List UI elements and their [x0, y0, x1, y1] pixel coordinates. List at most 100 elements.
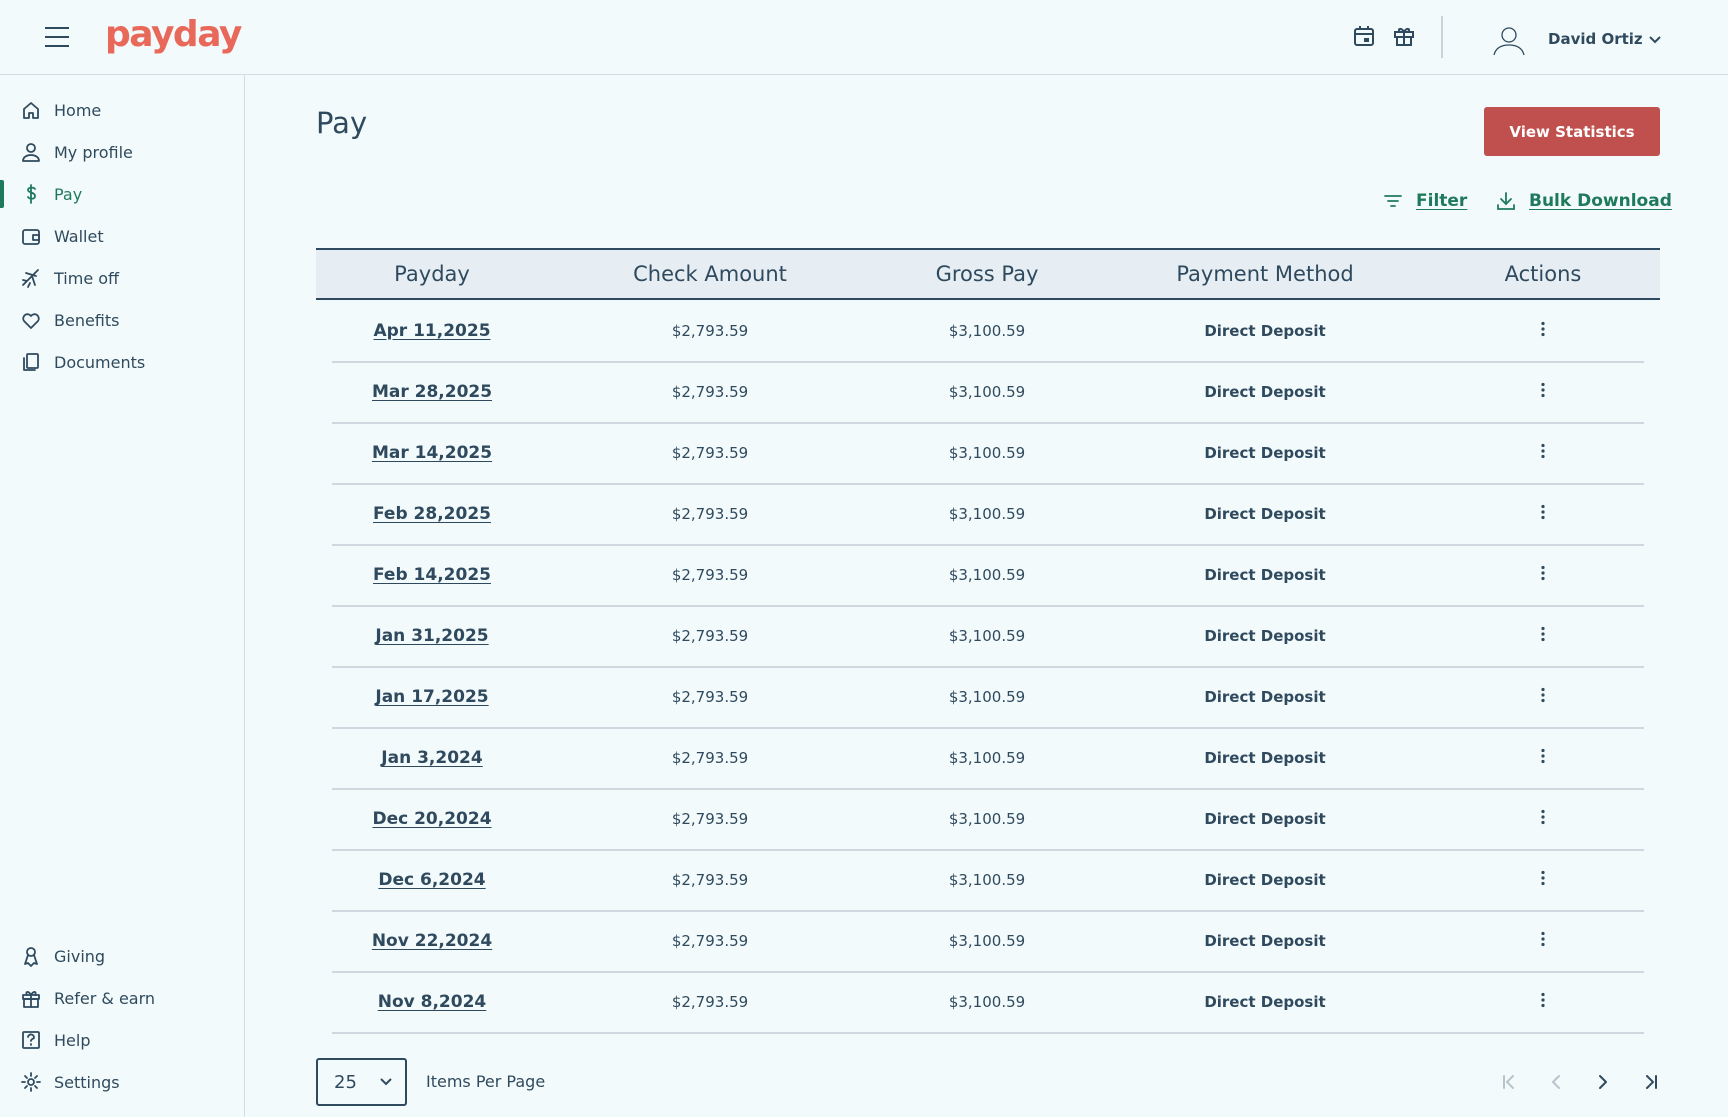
row-actions[interactable] [1540, 687, 1546, 707]
nav-icon [22, 991, 40, 1008]
nav-item[interactable]: Giving [20, 941, 105, 971]
nav-label[interactable]: Wallet [54, 226, 104, 246]
payday-link[interactable]: Mar 14,2025 [371, 443, 493, 463]
kebab-icon [1541, 382, 1545, 398]
kebab-icon [1541, 748, 1545, 764]
payday-link[interactable]: Mar 28,2025 [371, 382, 493, 402]
row-actions[interactable] [1540, 382, 1546, 402]
payday-link[interactable]: Apr 11,2025 [373, 321, 491, 341]
amount: $3,100.59 [948, 322, 1026, 340]
amount: $2,793.59 [671, 444, 749, 462]
nav-label[interactable]: Giving [54, 946, 106, 966]
nav-label[interactable]: Refer & earn [54, 988, 156, 1008]
items-per-page-value: 25 [334, 1071, 357, 1093]
amount: $2,793.59 [671, 810, 749, 828]
payday-link[interactable]: Feb 28,2025 [373, 504, 491, 524]
user-name[interactable]: David Ortiz [1548, 30, 1643, 48]
row-divider [332, 361, 1644, 363]
bulk-download-button[interactable]: Bulk Download [1495, 190, 1672, 212]
amount: $2,793.59 [671, 993, 749, 1011]
row-actions[interactable] [1540, 748, 1546, 768]
nav-item[interactable]: Wallet [20, 221, 104, 251]
menu-button[interactable] [44, 26, 70, 48]
nav-item[interactable]: Time off [20, 263, 119, 293]
nav-item[interactable]: Benefits [20, 305, 120, 335]
nav-item[interactable]: Refer & earn [20, 983, 155, 1013]
nav-label[interactable]: My profile [54, 142, 133, 162]
amount: $2,793.59 [671, 932, 749, 950]
payment-method: Direct Deposit [1204, 444, 1326, 462]
view-statistics-button[interactable]: View Statistics [1484, 107, 1660, 156]
payday-link[interactable]: Jan 17,2025 [375, 687, 489, 707]
nav-item[interactable]: Help [20, 1025, 90, 1055]
last-page[interactable] [1640, 1071, 1662, 1093]
kebab-icon [1541, 809, 1545, 825]
nav-label[interactable]: Home [54, 100, 102, 120]
amount: $3,100.59 [948, 505, 1026, 523]
nav-label[interactable]: Documents [54, 352, 146, 372]
next-page[interactable] [1592, 1071, 1614, 1093]
payment-method: Direct Deposit [1204, 810, 1326, 828]
payday-link[interactable]: Nov 8,2024 [377, 992, 487, 1012]
nav-item[interactable]: Documents [20, 347, 145, 377]
payday-link[interactable]: Feb 14,2025 [373, 565, 491, 585]
filter-button[interactable]: Filter [1382, 190, 1467, 212]
row-actions[interactable] [1540, 870, 1546, 890]
table-header: Payday Check Amount Gross Pay Payment Metho… [316, 248, 1660, 300]
kebab-icon [1541, 870, 1545, 886]
top-bar: payday David Ortiz [0, 0, 1728, 75]
kebab-icon [1541, 992, 1545, 1008]
row-divider [332, 605, 1644, 607]
nav-icon [21, 1072, 41, 1092]
row-actions[interactable] [1540, 321, 1546, 341]
items-per-page-select[interactable]: 25 [316, 1058, 407, 1106]
nav-item[interactable]: My profile [20, 137, 133, 167]
payday-link[interactable]: Jan 3,2024 [381, 748, 483, 768]
amount: $3,100.59 [948, 383, 1026, 401]
nav-label[interactable]: Settings [54, 1072, 120, 1092]
row-actions[interactable] [1540, 565, 1546, 585]
divider [1441, 16, 1443, 58]
nav-label[interactable]: Benefits [54, 310, 120, 330]
bulk-download-label[interactable]: Bulk Download [1529, 191, 1672, 211]
nav-item[interactable]: Pay [20, 179, 82, 209]
payday-link[interactable]: Dec 20,2024 [372, 809, 492, 829]
amount: $2,793.59 [671, 383, 749, 401]
amount: $3,100.59 [948, 444, 1026, 462]
payment-method: Direct Deposit [1204, 566, 1326, 584]
payment-method: Direct Deposit [1204, 383, 1326, 401]
column-header: Check Amount [633, 262, 787, 286]
amount: $2,793.59 [671, 322, 749, 340]
select-chevron [380, 1078, 392, 1086]
row-actions[interactable] [1540, 992, 1546, 1012]
calendar-icon[interactable] [1352, 24, 1376, 48]
row-actions[interactable] [1540, 809, 1546, 829]
row-actions[interactable] [1540, 626, 1546, 646]
gift-icon[interactable] [1392, 24, 1416, 48]
payday-link[interactable]: Nov 22,2024 [371, 931, 493, 951]
row-actions[interactable] [1540, 443, 1546, 463]
first-page[interactable] [1498, 1071, 1520, 1093]
nav-label[interactable]: Time off [54, 268, 120, 288]
logo[interactable]: payday [105, 14, 242, 55]
nav-icon [22, 313, 40, 329]
row-actions[interactable] [1540, 504, 1546, 524]
avatar[interactable] [1490, 22, 1528, 56]
filter-label[interactable]: Filter [1416, 191, 1468, 211]
payday-link[interactable]: Dec 6,2024 [378, 870, 486, 890]
nav-item[interactable]: Home [20, 95, 101, 125]
user-menu-chevron[interactable] [1648, 33, 1662, 47]
nav-item[interactable]: Settings [20, 1067, 120, 1097]
sidebar [0, 75, 245, 1117]
amount: $2,793.59 [671, 505, 749, 523]
row-actions[interactable] [1540, 931, 1546, 951]
nav-label[interactable]: Pay [54, 184, 83, 204]
payment-method: Direct Deposit [1204, 749, 1326, 767]
previous-page[interactable] [1545, 1071, 1567, 1093]
nav-icon [23, 353, 39, 371]
column-header: Gross Pay [935, 262, 1039, 286]
payday-link[interactable]: Jan 31,2025 [375, 626, 489, 646]
nav-label[interactable]: Help [54, 1030, 91, 1050]
column-header: Payment Method [1176, 262, 1354, 286]
